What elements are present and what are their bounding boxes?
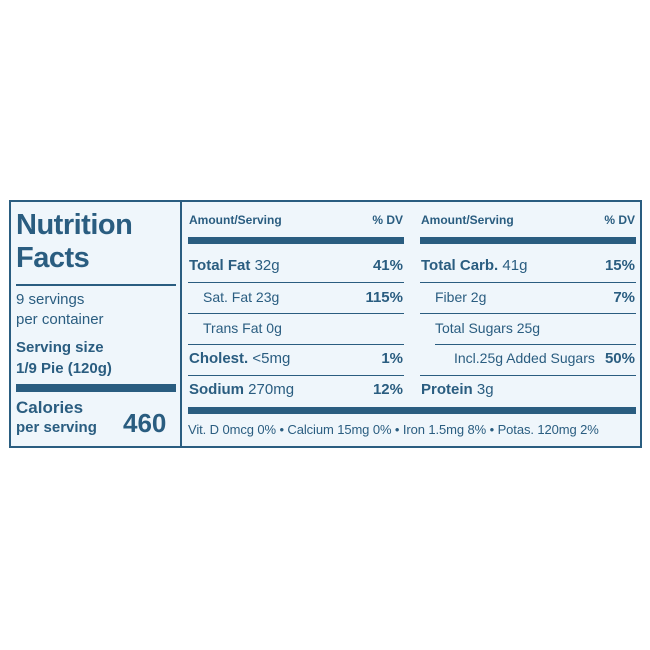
left-header-rule <box>188 237 404 244</box>
right-amount-header: Amount/Serving <box>421 213 514 227</box>
serving-thick-rule <box>16 384 176 392</box>
nutrient-cholesterol: Cholest. <5mg <box>189 350 291 367</box>
left-dv-header: % DV <box>372 213 403 227</box>
row-rule <box>420 375 636 376</box>
nutrition-title: Nutrition Facts <box>16 209 133 274</box>
dv-added-sugars: 50% <box>604 350 635 367</box>
nutrient-trans-fat: Trans Fat 0g <box>203 320 282 336</box>
nutrient-sat-fat: Sat. Fat 23g <box>203 289 280 305</box>
servings-per-container: 9 servings per container <box>16 291 104 328</box>
row-rule <box>188 313 404 314</box>
vertical-divider <box>180 202 182 446</box>
dv-cholesterol: 1% <box>381 350 403 367</box>
row-rule <box>188 344 404 345</box>
left-amount-header: Amount/Serving <box>189 213 282 227</box>
nutrient-total-carb: Total Carb. 41g <box>421 257 528 274</box>
nutrient-total-sugars: Total Sugars 25g <box>435 320 541 336</box>
dv-sodium: 12% <box>372 381 403 398</box>
row-rule <box>420 313 636 314</box>
dv-sat-fat: 115% <box>365 289 403 306</box>
dv-total-carb: 15% <box>604 257 635 274</box>
serving-size: Serving size 1/9 Pie (120g) <box>16 339 112 377</box>
calories-label: Calories per serving <box>16 398 97 436</box>
right-dv-header: % DV <box>604 213 635 227</box>
title-rule <box>16 284 176 286</box>
dv-total-fat: 41% <box>372 257 403 274</box>
nutrient-fiber: Fiber 2g <box>435 289 487 305</box>
dv-fiber: 7% <box>613 289 635 306</box>
row-rule <box>435 344 636 345</box>
right-header-rule <box>420 237 636 244</box>
calories-value: 460 <box>123 408 167 438</box>
nutrient-total-fat: Total Fat 32g <box>189 257 280 274</box>
row-rule <box>420 282 636 283</box>
vitamins-minerals-line: Vit. D 0mcg 0% • Calcium 15mg 0% • Iron … <box>188 422 599 437</box>
nutrient-added-sugars: Incl.25g Added Sugars <box>454 350 595 366</box>
nutrient-sodium: Sodium 270mg <box>189 381 295 398</box>
nutrition-facts-label: Nutrition Facts 9 servings per container… <box>9 200 642 448</box>
vitamins-thick-rule <box>188 407 636 414</box>
row-rule <box>188 282 404 283</box>
row-rule <box>188 375 404 376</box>
nutrient-protein: Protein 3g <box>421 381 494 398</box>
